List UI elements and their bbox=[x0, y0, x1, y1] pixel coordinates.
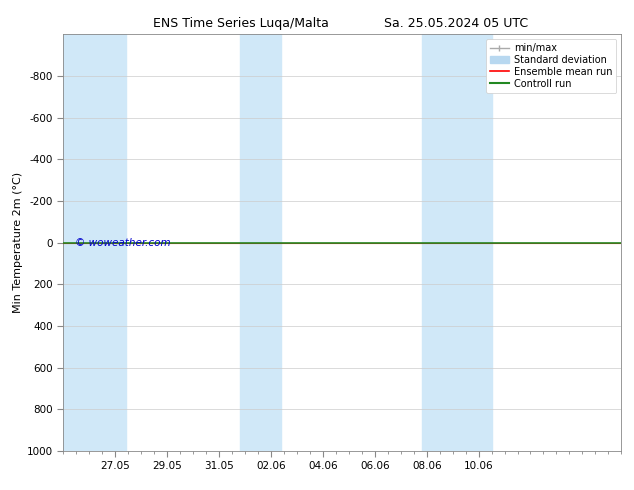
Bar bbox=[240, 34, 281, 451]
Text: ENS Time Series Luqa/Malta: ENS Time Series Luqa/Malta bbox=[153, 17, 329, 30]
Bar bbox=[422, 34, 491, 451]
Legend: min/max, Standard deviation, Ensemble mean run, Controll run: min/max, Standard deviation, Ensemble me… bbox=[486, 39, 616, 93]
Bar bbox=[63, 34, 126, 451]
Y-axis label: Min Temperature 2m (°C): Min Temperature 2m (°C) bbox=[13, 172, 23, 313]
Text: Sa. 25.05.2024 05 UTC: Sa. 25.05.2024 05 UTC bbox=[384, 17, 529, 30]
Text: © woweather.com: © woweather.com bbox=[75, 238, 170, 247]
